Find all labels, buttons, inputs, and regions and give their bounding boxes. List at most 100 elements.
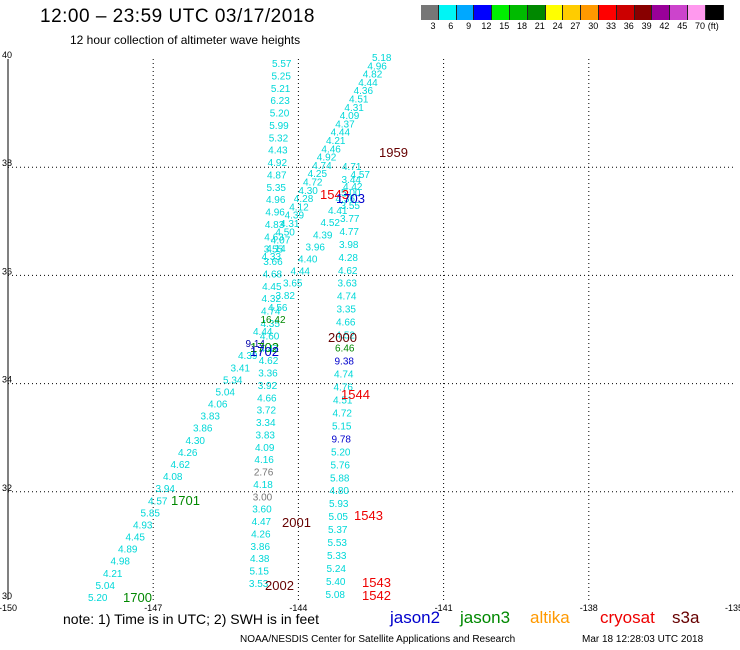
legend-label: 21 xyxy=(534,21,545,31)
wave-height-value: 5.99 xyxy=(269,121,289,132)
wave-height-value: 5.04 xyxy=(96,581,116,592)
wave-height-value: 4.57 xyxy=(148,496,168,507)
wave-height-value: 4.74 xyxy=(312,161,332,172)
wave-height-value: 3.35 xyxy=(337,305,357,316)
wave-height-value: 5.04 xyxy=(216,387,236,398)
wave-height-value: 4.71 xyxy=(342,162,362,173)
legend-swatch xyxy=(563,5,582,20)
y-tick-label: 36 xyxy=(2,266,12,276)
wave-height-value: 4.28 xyxy=(294,194,314,205)
wave-height-value: 4.08 xyxy=(163,472,183,483)
legend-label: 12 xyxy=(481,21,492,31)
legend-label: 39 xyxy=(641,21,652,31)
wave-height-value: 3.94 xyxy=(156,484,176,495)
wave-height-value: 4.38 xyxy=(250,554,270,565)
wave-height-value: 4.45 xyxy=(262,282,282,293)
x-tick-label: -147 xyxy=(144,603,162,613)
wave-height-value: 4.26 xyxy=(178,448,198,459)
y-tick-label: 34 xyxy=(2,375,12,385)
wave-height-value: 4.44 xyxy=(291,267,311,278)
track-time-labels: 1959154317032000170217021544170115432001… xyxy=(123,145,408,605)
track-time-label: 1959 xyxy=(379,145,408,160)
legend-swatch xyxy=(670,5,688,20)
wave-height-value: 5.53 xyxy=(328,538,348,549)
wave-height-value: 4.51 xyxy=(349,95,369,106)
wave-height-value: 4.98 xyxy=(111,557,131,568)
wave-height-value: 3.98 xyxy=(339,240,359,251)
legend-swatch xyxy=(687,5,706,20)
wave-height-value: 3.83 xyxy=(256,430,276,441)
wave-height-value: 4.36 xyxy=(354,86,374,97)
legend-label: 24 xyxy=(552,21,563,31)
track-time-label: 1542 xyxy=(362,588,391,603)
wave-height-value: 4.77 xyxy=(340,227,360,238)
wave-height-value: 3.65 xyxy=(283,279,303,290)
wave-height-value: 4.83 xyxy=(265,220,285,231)
legend-swatch xyxy=(652,5,671,20)
wave-height-value: 5.20 xyxy=(270,109,290,120)
x-tick-label: -135 xyxy=(725,603,740,613)
lat-lon-grid xyxy=(8,59,734,600)
legend-label: 70 xyxy=(695,21,706,31)
wave-height-value: 4.66 xyxy=(336,318,356,329)
y-tick-label: 40 xyxy=(2,50,12,60)
wave-height-value: 9.14 xyxy=(246,339,266,350)
wave-height-value: 4.26 xyxy=(251,529,271,540)
wave-height-value: 3.53 xyxy=(249,579,269,590)
track-time-label: 1702 xyxy=(250,344,279,359)
wave-height-value: 4.63 xyxy=(264,232,284,243)
wave-height-value: 4.30 xyxy=(186,436,206,447)
wave-height-value: 4.06 xyxy=(208,400,228,411)
track-time-label: 1544 xyxy=(341,387,370,402)
wave-height-values: 5.575.255.216.235.205.995.324.434.924.87… xyxy=(88,53,392,604)
wave-height-value: 6.23 xyxy=(270,96,290,107)
wave-height-value: 4.28 xyxy=(339,253,359,264)
wave-height-value: 4.41 xyxy=(328,206,348,217)
wave-height-value: 4.21 xyxy=(326,136,346,147)
wave-height-value: 4.60 xyxy=(260,331,280,342)
wave-height-value: 4.74 xyxy=(261,307,281,318)
wave-height-value: 3.60 xyxy=(252,505,272,516)
wave-height-value: 4.89 xyxy=(118,545,138,556)
satellite-label-altika: altika xyxy=(530,608,570,627)
wave-height-value: 3.44 xyxy=(342,175,362,186)
wave-height-value: 5.57 xyxy=(272,59,292,70)
wave-height-value: 3.41 xyxy=(231,363,251,374)
wave-height-value: 3.82 xyxy=(276,291,296,302)
wave-height-value: 3.77 xyxy=(340,214,360,225)
legend-label: 9 xyxy=(466,21,472,31)
satellite-label-jason2: jason2 xyxy=(390,608,441,627)
wave-height-value: 4.37 xyxy=(335,119,355,130)
wave-height-value: 4.50 xyxy=(275,227,295,238)
wave-height-value: 4.96 xyxy=(266,195,286,206)
wave-height-value: 3.63 xyxy=(338,279,358,290)
wave-height-value: 4.42 xyxy=(343,182,363,193)
wave-height-value: 4.39 xyxy=(238,351,258,362)
x-tick-label: -150 xyxy=(0,603,17,613)
legend-label: 45 xyxy=(677,21,688,31)
wave-height-value: 4.16 xyxy=(254,455,274,466)
wave-height-value: 5.18 xyxy=(372,53,392,64)
wave-height-value: 4.18 xyxy=(253,480,273,491)
y-tick-label: 38 xyxy=(2,158,12,168)
legend-swatch xyxy=(581,5,599,20)
wave-height-value: 5.85 xyxy=(141,508,161,519)
wave-height-value: 4.39 xyxy=(313,230,333,241)
wave-height-value: 4.25 xyxy=(308,169,328,180)
legend-swatch xyxy=(616,5,635,20)
wave-height-value: 4.12 xyxy=(289,202,309,213)
wave-height-value: 4.33 xyxy=(262,252,282,263)
wave-height-value: 4.30 xyxy=(298,186,318,197)
legend-label: 27 xyxy=(570,21,581,31)
wave-height-value: 4.87 xyxy=(267,170,287,181)
wave-height-value: 3.66 xyxy=(263,257,283,268)
x-tick-label: -144 xyxy=(289,603,307,613)
wave-height-value: 4.68 xyxy=(263,269,283,280)
wave-height-value: 4.62 xyxy=(259,356,279,367)
wave-height-value: 5.24 xyxy=(327,564,347,575)
wave-height-value: 4.40 xyxy=(298,254,318,265)
wave-height-value: 3.00 xyxy=(253,492,273,503)
wave-height-value: 4.80 xyxy=(330,486,350,497)
wave-height-value: 4.96 xyxy=(265,208,285,219)
